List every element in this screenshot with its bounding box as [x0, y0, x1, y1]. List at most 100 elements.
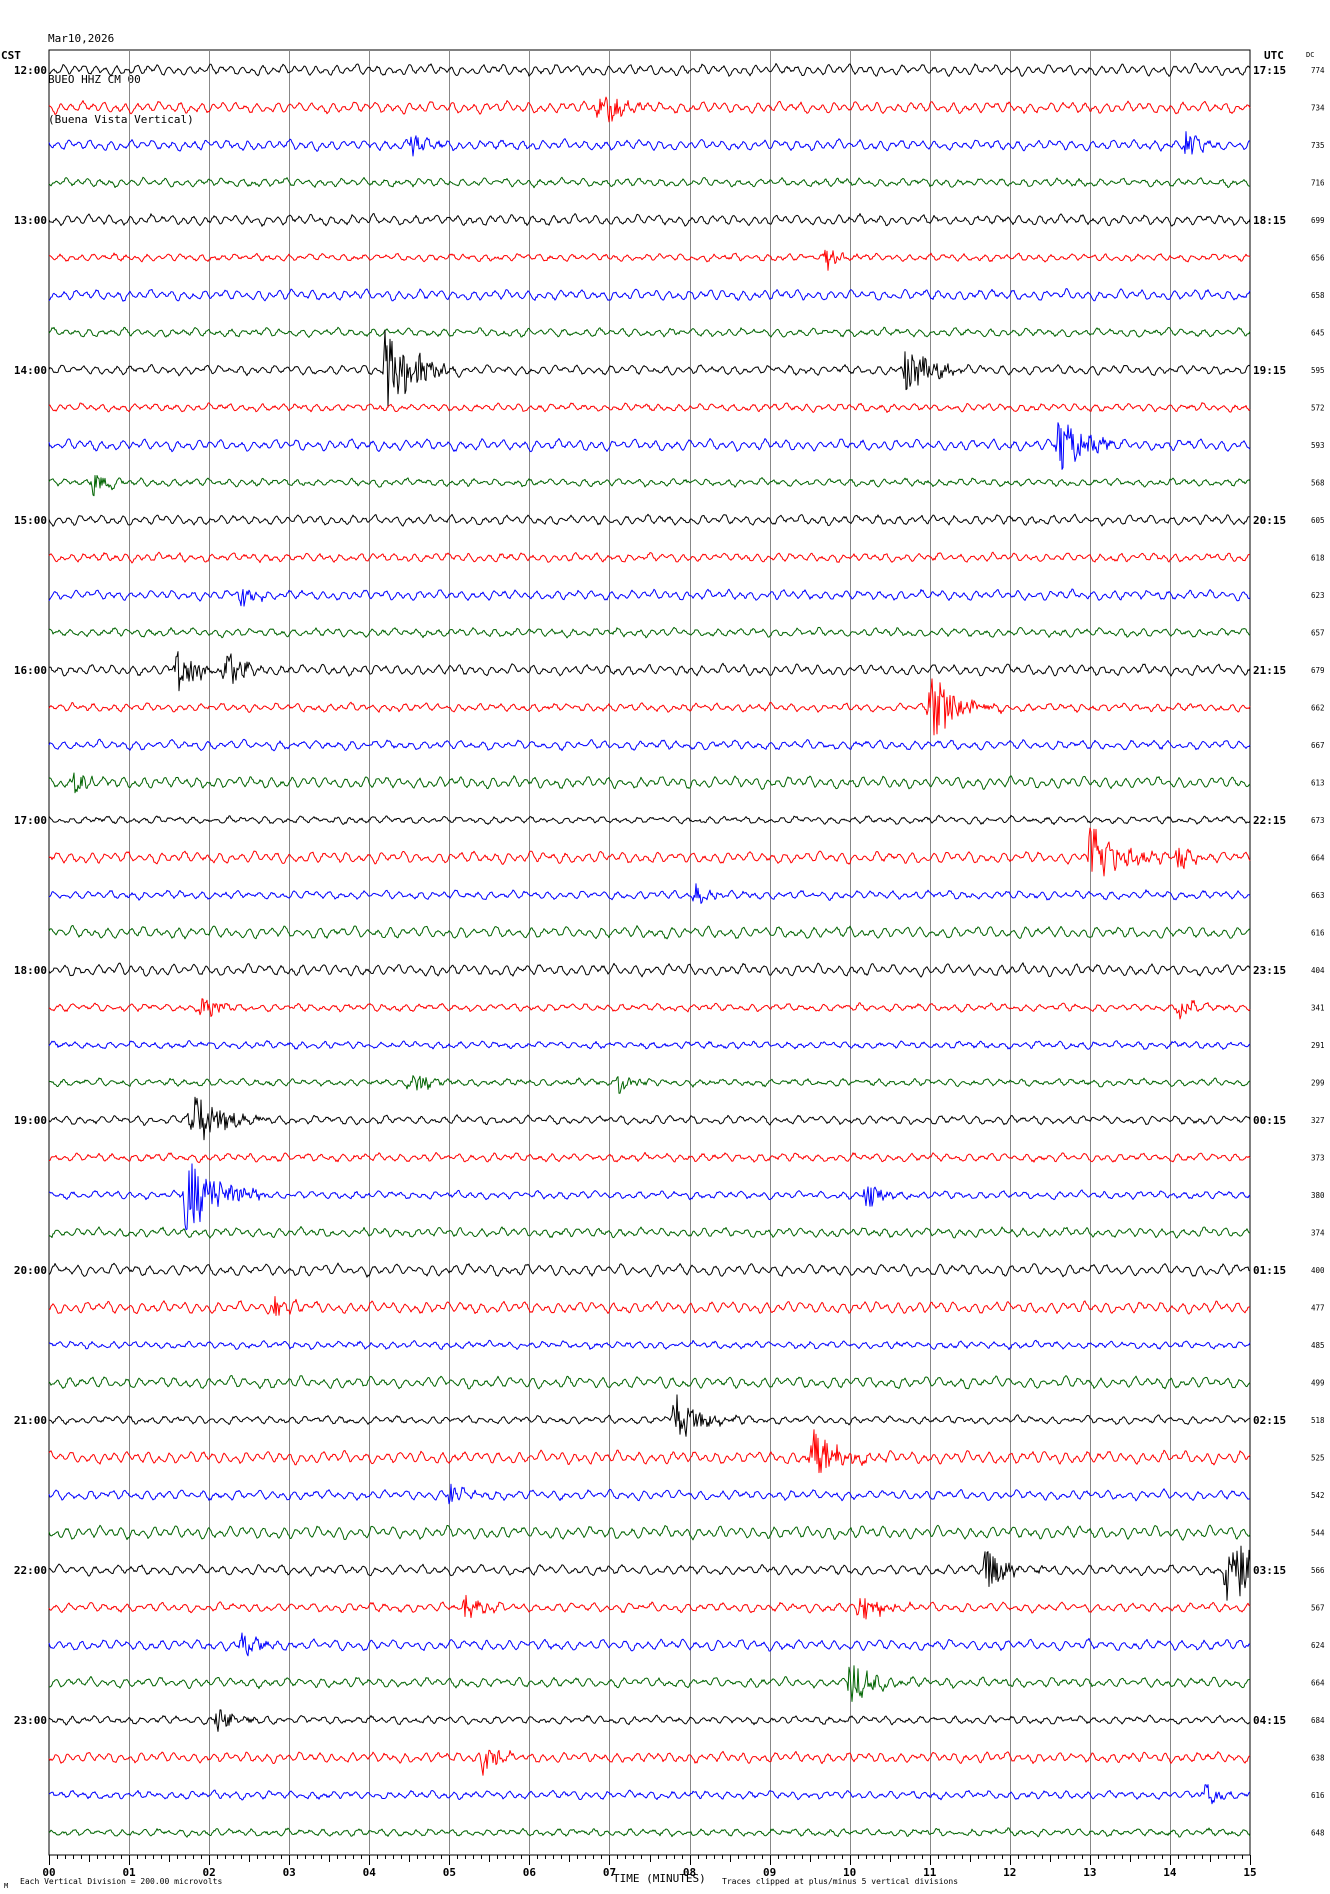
dc-value-label: 648: [1311, 1829, 1325, 1838]
trace-line: [48, 1483, 1251, 1505]
trace-line: [48, 475, 1251, 497]
header-date: Mar10,2026: [48, 32, 115, 45]
dc-value-label: 477: [1311, 1304, 1325, 1313]
trace-line: [48, 62, 1251, 77]
trace-line: [48, 1096, 1251, 1141]
dc-value-label: 735: [1311, 141, 1325, 150]
trace-line: [48, 1709, 1251, 1732]
dc-value-label: 774: [1311, 66, 1325, 75]
left-axis-title: CST: [1, 49, 21, 62]
hour-label-utc: 21:15: [1253, 664, 1286, 677]
hour-label-utc: 02:15: [1253, 1414, 1286, 1427]
dc-value-label: 380: [1311, 1191, 1325, 1200]
trace-line: [48, 1594, 1251, 1620]
trace-line: [48, 551, 1251, 564]
trace-line: [48, 1226, 1251, 1239]
dc-value-label: 616: [1311, 929, 1325, 938]
trace-line: [48, 678, 1251, 736]
trace-line: [48, 288, 1251, 302]
dc-value-label: 341: [1311, 1004, 1325, 1013]
dc-value-label: 400: [1311, 1266, 1325, 1275]
trace-line: [48, 1151, 1251, 1164]
dc-value-label: 327: [1311, 1116, 1325, 1125]
x-tick-label: 04: [363, 1866, 377, 1879]
dc-value-label: 568: [1311, 479, 1325, 488]
dc-value-label: 623: [1311, 591, 1325, 600]
hour-label-utc: 01:15: [1253, 1264, 1286, 1277]
hour-label-cst: 15:00: [14, 514, 47, 527]
dc-value-label: 684: [1311, 1716, 1325, 1725]
x-tick-label: 01: [122, 1866, 136, 1879]
scale-note: Each Vertical Division = 200.00 microvol…: [20, 1877, 223, 1886]
dc-value-label: 673: [1311, 816, 1325, 825]
x-tick-label: 12: [1003, 1866, 1016, 1879]
dc-value-label: 613: [1311, 779, 1325, 788]
x-tick-label: 08: [683, 1866, 696, 1879]
trace-line: [48, 213, 1251, 227]
trace-line: [48, 588, 1251, 607]
x-tick-label: 07: [603, 1866, 616, 1879]
trace-line: [48, 1632, 1251, 1657]
dc-value-label: 593: [1311, 441, 1325, 450]
trace-line: [48, 513, 1251, 527]
trace-line: [48, 925, 1251, 940]
dc-value-label: 542: [1311, 1491, 1325, 1500]
trace-line: [48, 422, 1251, 470]
dc-value-label: 291: [1311, 1041, 1325, 1050]
x-tick-label: 10: [843, 1866, 856, 1879]
hour-label-utc: 19:15: [1253, 364, 1286, 377]
dc-value-label: 373: [1311, 1154, 1325, 1163]
dc-value-label: 566: [1311, 1566, 1325, 1575]
dc-value-label: 499: [1311, 1379, 1325, 1388]
dc-value-label: 618: [1311, 554, 1325, 563]
trace-line: [48, 1163, 1251, 1231]
trace-line: [48, 1339, 1251, 1351]
x-tick-label: 06: [523, 1866, 537, 1879]
dc-value-label: 667: [1311, 741, 1325, 750]
hour-label-cst: 22:00: [14, 1564, 47, 1577]
x-tick-label: 14: [1163, 1866, 1177, 1879]
trace-line: [48, 1827, 1251, 1838]
hour-label-cst: 13:00: [14, 214, 47, 227]
dc-value-label: 662: [1311, 704, 1325, 713]
trace-line: [49, 1296, 1251, 1316]
dc-value-label: 404: [1311, 966, 1325, 975]
hour-label-utc: 18:15: [1253, 214, 1286, 227]
dc-value-label: 616: [1311, 1791, 1325, 1800]
trace-line: [48, 1665, 1251, 1702]
trace-line: [48, 176, 1251, 189]
plot-frame: [48, 49, 1251, 1856]
dc-value-label: 572: [1311, 404, 1325, 413]
x-tick-label: 13: [1083, 1866, 1096, 1879]
trace-line: [48, 772, 1251, 794]
dc-value-label: 734: [1311, 104, 1325, 113]
trace-line: [49, 249, 1251, 271]
dc-value-label: 605: [1311, 516, 1325, 525]
hour-label-cst: 14:00: [14, 364, 47, 377]
trace-line: [48, 1394, 1251, 1437]
x-tick-label: 05: [443, 1866, 456, 1879]
x-tick-label: 03: [283, 1866, 296, 1879]
trace-line: [48, 1040, 1251, 1050]
dc-value-label: 645: [1311, 329, 1325, 338]
hour-label-utc: 04:15: [1253, 1714, 1286, 1727]
dc-value-label: 525: [1311, 1454, 1325, 1463]
header-site: (Buena Vista Vertical): [48, 113, 194, 126]
dc-value-label: 518: [1311, 1416, 1325, 1425]
hour-label-cst: 17:00: [14, 814, 47, 827]
dc-value-label: 544: [1311, 1529, 1325, 1538]
trace-line: [48, 998, 1251, 1020]
hour-label-utc: 23:15: [1253, 964, 1286, 977]
dc-value-label: 716: [1311, 179, 1325, 188]
dc-value-label: 657: [1311, 629, 1325, 638]
dc-value-label: 663: [1311, 891, 1325, 900]
trace-line: [48, 402, 1251, 413]
clip-note: Traces clipped at plus/minus 5 vertical …: [722, 1877, 959, 1886]
trace-line: [48, 827, 1251, 877]
trace-line: [48, 1262, 1251, 1278]
dc-value-label: 656: [1311, 254, 1325, 263]
hour-label-cst: 20:00: [14, 1264, 47, 1277]
header: Mar10,2026 BUEO HHZ CM 00 (Buena Vista V…: [48, 5, 194, 140]
x-axis-title: TIME (MINUTES): [613, 1872, 706, 1885]
